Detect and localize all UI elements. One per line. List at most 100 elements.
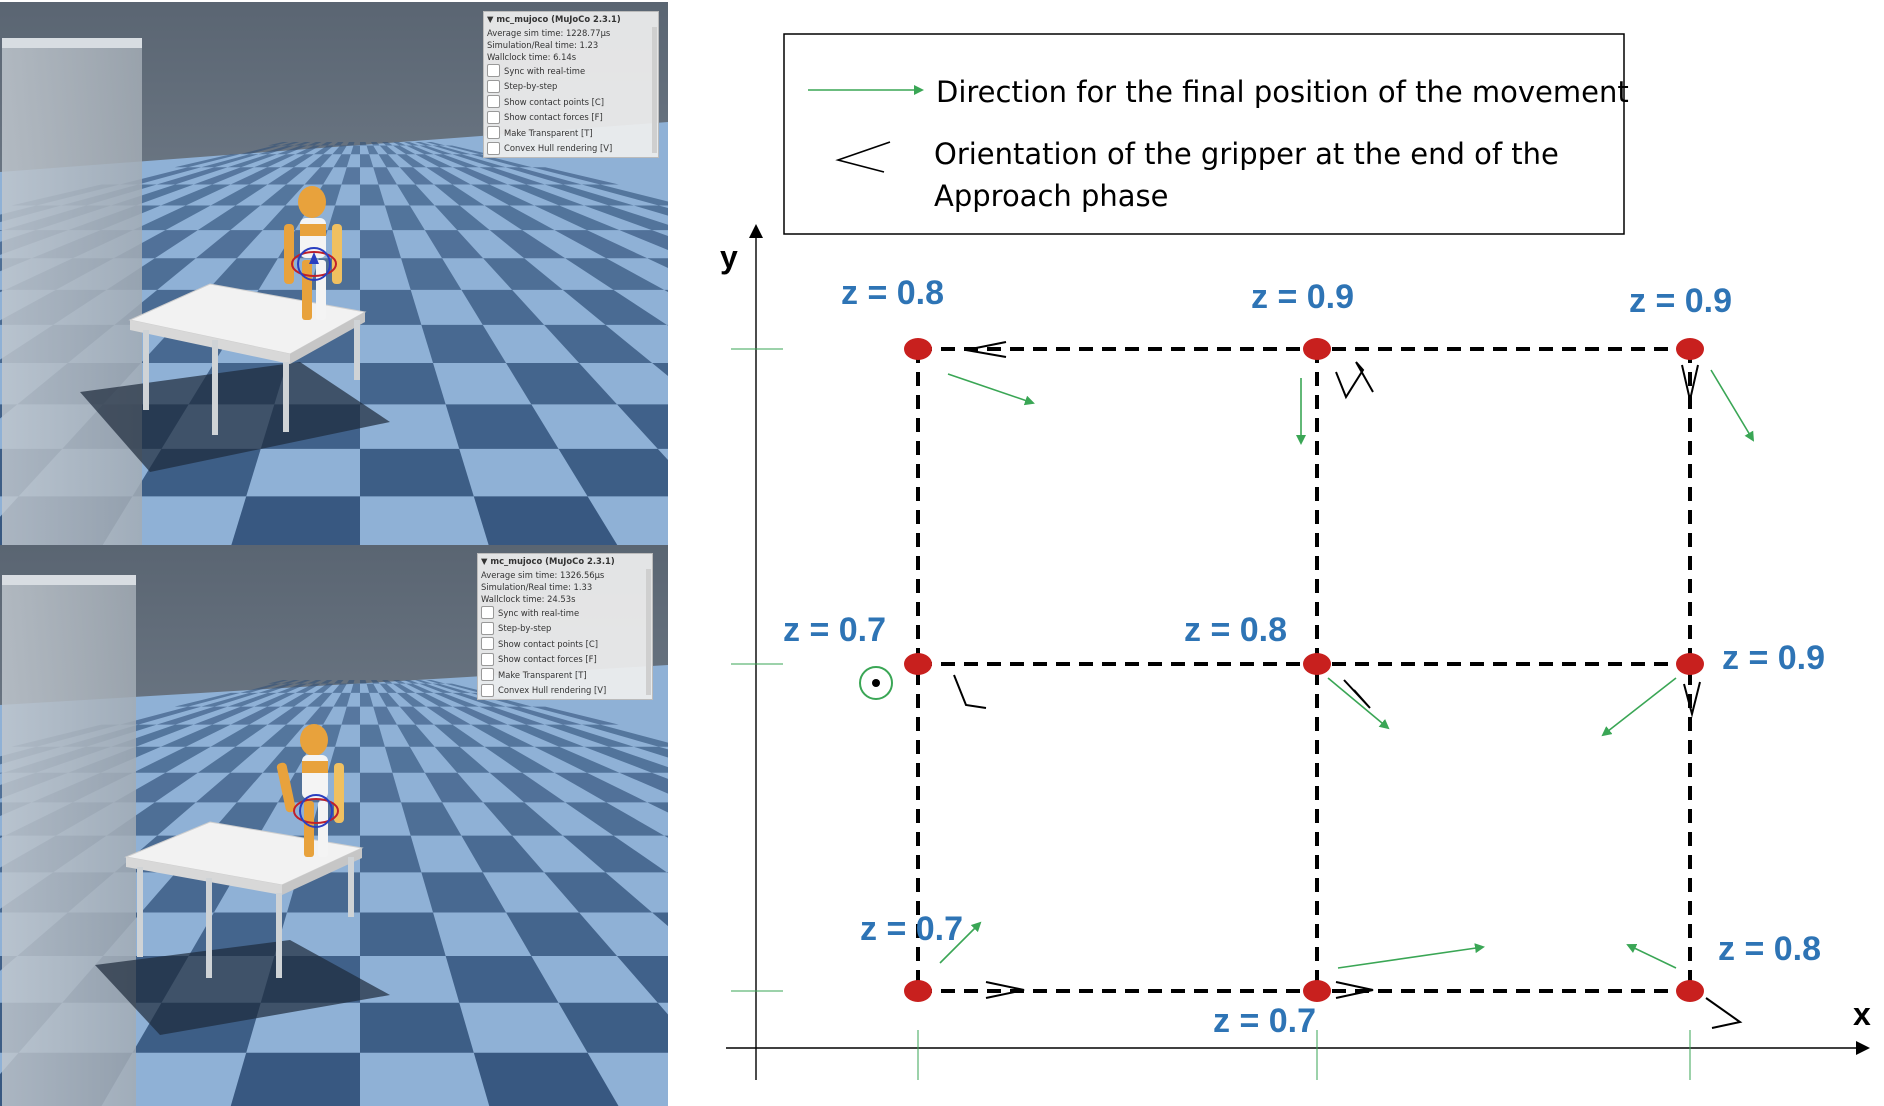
- floor-tile: [307, 692, 333, 707]
- sim-stat: Average sim time: 1326.56µs: [481, 570, 605, 580]
- floor-tile: [119, 706, 202, 725]
- option-contact-points[interactable]: Show contact points [C]: [487, 94, 655, 110]
- floor-tile: [304, 706, 334, 725]
- floor-tile: [360, 184, 385, 206]
- checkbox[interactable]: [481, 668, 494, 682]
- floor-tile: [267, 167, 308, 185]
- floor-tile: [373, 167, 397, 185]
- option-convex-hull[interactable]: Convex Hull rendering [V]: [481, 683, 649, 699]
- scrollbar[interactable]: [646, 569, 651, 695]
- option-step[interactable]: Step-by-step: [481, 621, 649, 637]
- floor-tile: [360, 1002, 474, 1053]
- floor-tile: [210, 184, 268, 206]
- checkbox[interactable]: [481, 652, 494, 666]
- floor-tile: [399, 167, 434, 185]
- floor-tile: [360, 724, 385, 747]
- z-label: z = 0.7: [1213, 1002, 1316, 1040]
- floor-tile: [341, 706, 360, 725]
- floor-tile: [647, 258, 668, 268]
- gripper-orientations: [953, 341, 1743, 1029]
- option-transparent[interactable]: Make Transparent [T]: [481, 667, 649, 683]
- direction-arrow: [1710, 369, 1755, 442]
- checkbox[interactable]: [481, 621, 494, 635]
- floor-tile: [489, 230, 566, 259]
- floor-tile: [544, 872, 653, 913]
- floor-tile: [360, 448, 474, 497]
- z-label: z = 0.7: [860, 910, 963, 948]
- floor-tile: [484, 205, 555, 231]
- sim-stat: Wallclock time: 24.53s: [481, 594, 576, 604]
- table-shadow: [95, 940, 390, 1035]
- option-transparent[interactable]: Make Transparent [T]: [487, 125, 655, 141]
- wall: [2, 38, 142, 547]
- option-contact-forces[interactable]: Show contact forces [F]: [481, 652, 649, 668]
- checkbox[interactable]: [487, 95, 500, 109]
- floor-tile: [327, 205, 360, 231]
- checkbox[interactable]: [487, 141, 500, 155]
- legend-gripper-text-2: Approach phase: [934, 179, 1169, 213]
- floor-tile: [532, 167, 619, 185]
- checkbox[interactable]: [481, 683, 494, 697]
- floor-tile: [333, 154, 351, 168]
- direction-arrow: [1626, 943, 1677, 969]
- option-sync[interactable]: Sync with real-time: [487, 63, 655, 79]
- checkbox[interactable]: [487, 126, 500, 140]
- floor-tile: [419, 683, 453, 693]
- floor-tile: [280, 154, 314, 168]
- checkbox[interactable]: [487, 64, 500, 78]
- floor-tile: [366, 145, 379, 155]
- floor-tile: [581, 184, 668, 206]
- floor-tile: [633, 205, 668, 216]
- floor-tile: [262, 746, 311, 773]
- floor-tile: [617, 955, 668, 1003]
- floor-tile: [652, 363, 668, 377]
- floor-tile: [565, 258, 665, 290]
- checkbox[interactable]: [481, 637, 494, 651]
- option-label: Make Transparent [T]: [504, 127, 593, 138]
- floor-tile: [470, 724, 535, 747]
- floor-tile: [295, 145, 321, 155]
- movement-directions: [939, 369, 1755, 969]
- checkbox[interactable]: [487, 110, 500, 124]
- floor-tile: [396, 724, 435, 747]
- legend-gripper-text: Orientation of the gripper at the end of…: [934, 137, 1559, 171]
- floor-tile: [350, 683, 360, 693]
- option-step[interactable]: Step-by-step: [487, 79, 655, 95]
- floor-tile: [507, 724, 585, 747]
- floor-tile: [160, 724, 231, 747]
- floor-tile: [174, 154, 241, 168]
- option-sync[interactable]: Sync with real-time: [481, 605, 649, 621]
- scrollbar[interactable]: [652, 27, 657, 153]
- floor-tile: [461, 289, 545, 325]
- floor-tile: [505, 167, 582, 185]
- floor-tile: [281, 142, 300, 146]
- floor-tile: [506, 363, 618, 405]
- grid-point: [1676, 653, 1704, 675]
- floor-tile: [294, 680, 311, 684]
- option-contact-points[interactable]: Show contact points [C]: [481, 636, 649, 652]
- floor-tile: [558, 1002, 668, 1053]
- floor-tile: [294, 142, 311, 146]
- floor-tile: [360, 912, 446, 956]
- floor-tile: [313, 145, 334, 155]
- floor-tile: [484, 746, 555, 773]
- floor-tile: [393, 142, 406, 146]
- checkbox[interactable]: [487, 79, 500, 93]
- floor-tile: [254, 692, 296, 707]
- floor-tile: [415, 154, 453, 168]
- floor-tile: [332, 683, 347, 693]
- sim-options-panel: ▼ mc_mujoco (MuJoCo 2.3.1) Average sim t…: [477, 553, 653, 700]
- floor-tile: [240, 145, 282, 155]
- floor-tile: [392, 145, 416, 155]
- floor-tile: [666, 872, 668, 874]
- table-shadow: [80, 362, 390, 472]
- option-convex-hull[interactable]: Convex Hull rendering [V]: [487, 141, 655, 157]
- grid-point: [904, 980, 932, 1002]
- floor-tile: [405, 145, 434, 155]
- table: [124, 821, 364, 978]
- checkbox[interactable]: [481, 606, 494, 620]
- option-contact-forces[interactable]: Show contact forces [F]: [487, 110, 655, 126]
- floor-tile: [483, 258, 563, 290]
- grid-point: [1676, 980, 1704, 1002]
- floor-tile: [193, 706, 255, 725]
